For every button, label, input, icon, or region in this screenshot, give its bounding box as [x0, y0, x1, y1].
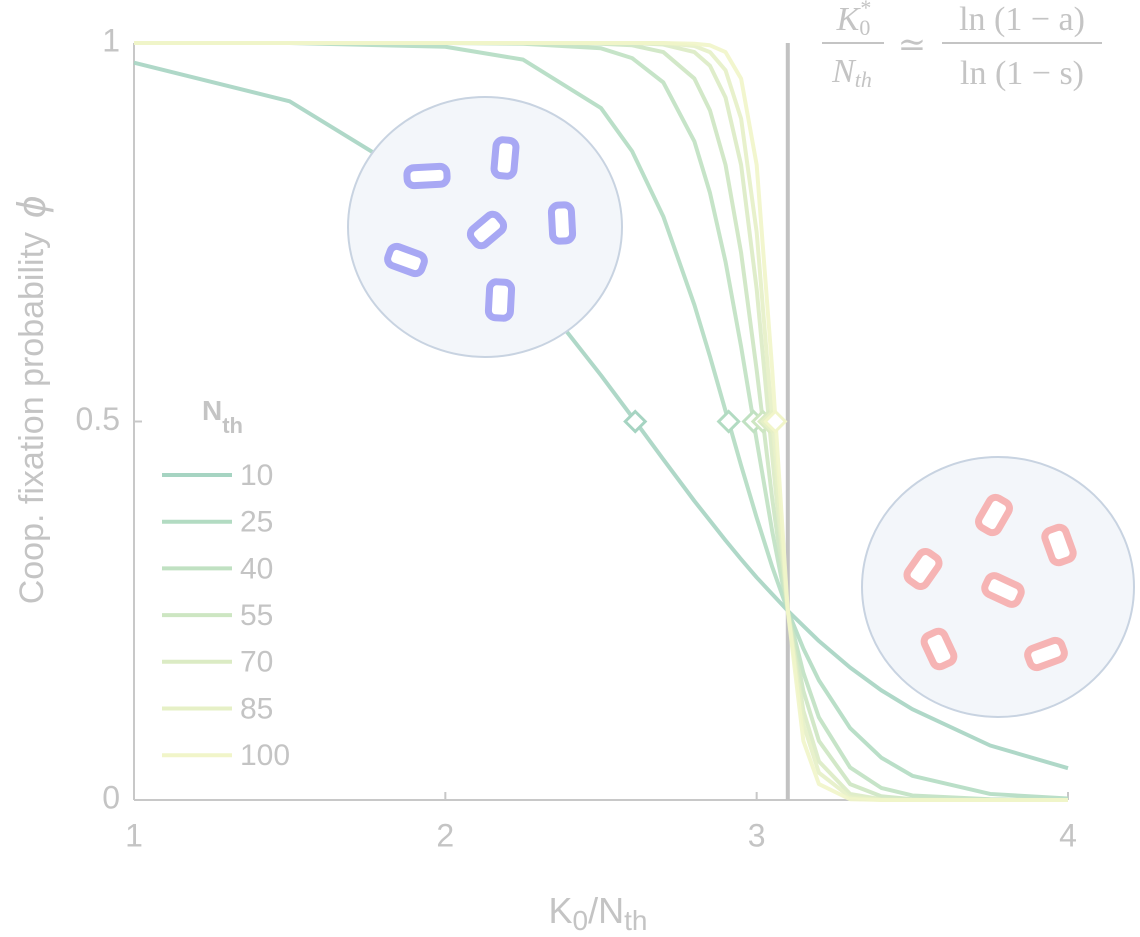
legend-title-main: N [202, 395, 222, 426]
y-label-text: Coop. fixation probability [13, 232, 51, 604]
y-axis-label: Coop. fixation probability ϕ [10, 196, 54, 605]
x-label-part: /N [588, 890, 624, 931]
formula-rhs-den: ln (1 − s) [960, 55, 1084, 92]
legend-title-sub: th [222, 413, 243, 438]
y-label-symbol: ϕ [10, 196, 54, 218]
x-axis-label: K0/Nth [549, 890, 648, 937]
midpoint-marker [719, 412, 739, 432]
x-tick-label: 1 [125, 817, 143, 853]
legend-label: 25 [240, 506, 273, 539]
x-label-sub: 0 [573, 905, 589, 936]
legend-label: 10 [240, 459, 273, 492]
x-label-sub: th [624, 905, 647, 936]
chart: K0/Nth Coop. fixation probabilityϕ Nth K… [0, 0, 1140, 937]
illustrations [348, 97, 1134, 717]
formula-rhs-num: ln (1 − a) [959, 1, 1085, 38]
x-tick-label: 2 [436, 817, 454, 853]
f-sup: * [860, 0, 871, 20]
x-label-part: K [549, 890, 573, 931]
x-tick-label: 4 [1059, 817, 1077, 853]
y-tick-label: 0 [102, 779, 120, 815]
y-tick-label: 0.5 [76, 401, 120, 437]
legend-label: 55 [240, 599, 273, 632]
legend-label: 85 [240, 692, 273, 725]
x-tick-label: 3 [748, 817, 766, 853]
formula-lhs-num: K0* [836, 0, 872, 40]
formula: K0* Nth ≃ ln (1 − a) ln (1 − s) [822, 0, 1102, 92]
f-sub: th [855, 67, 872, 92]
page: {"chart_data": { "type": "line", "x": [1… [0, 0, 1140, 937]
legend-label: 100 [240, 739, 290, 772]
y-tick-label: 1 [102, 22, 120, 58]
formula-op: ≃ [898, 27, 927, 64]
legend-title: Nth [202, 395, 243, 437]
legend-label: 70 [240, 646, 273, 679]
f-part: K [836, 1, 862, 38]
formula-lhs-den: Nth [831, 53, 872, 92]
f-part: N [831, 53, 857, 90]
legend-label: 40 [240, 552, 273, 585]
